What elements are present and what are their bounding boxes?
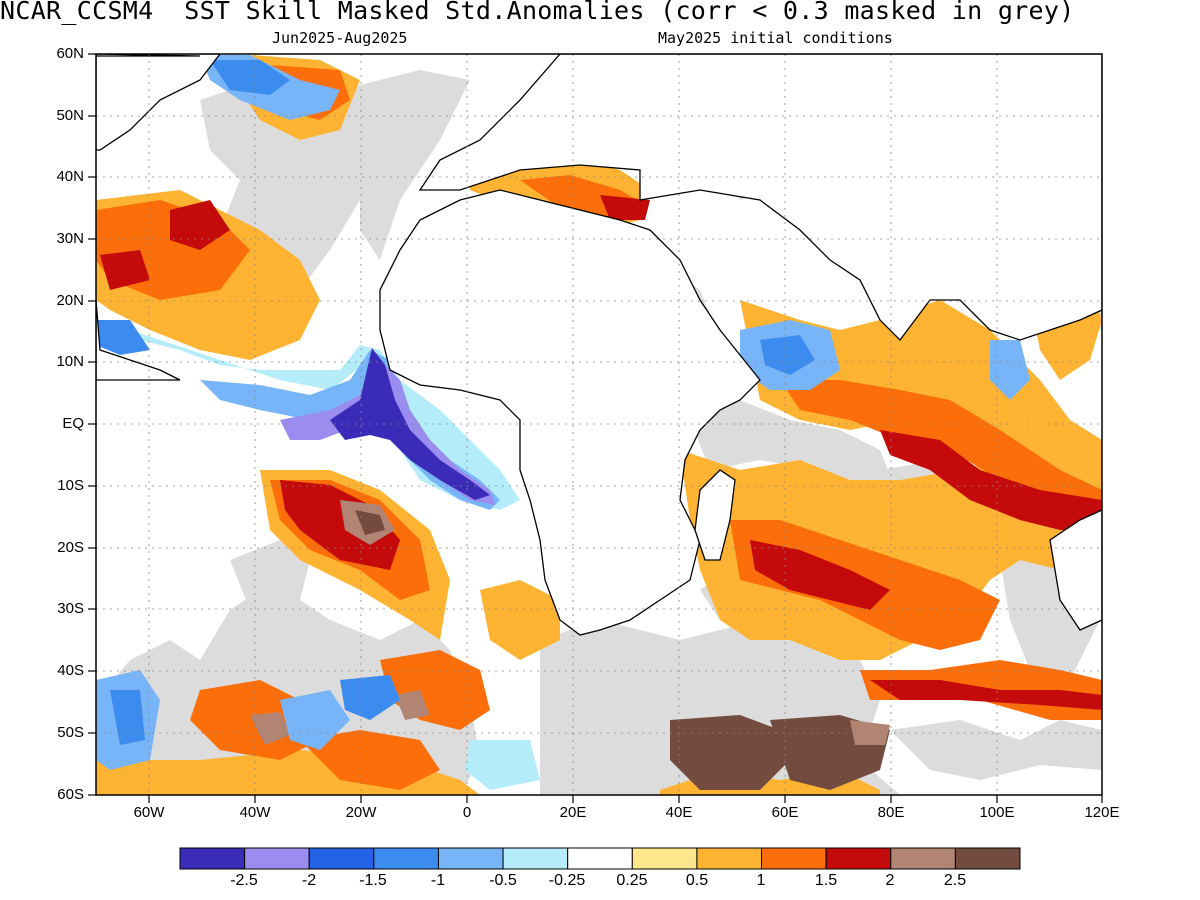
colorbar-swatch (567, 847, 633, 870)
lat-label: 10N (56, 353, 84, 370)
colorbar-swatch (179, 847, 246, 870)
initial-conditions: May2025 initial conditions (658, 29, 893, 47)
forecast-period: Jun2025-Aug2025 (272, 29, 408, 47)
lat-label: 20S (57, 539, 84, 556)
lon-label: 80E (877, 804, 905, 821)
colorbar-swatch (631, 847, 698, 870)
colorbar-label: -1.5 (359, 872, 387, 889)
colorbar-swatch (502, 847, 569, 870)
colorbar-label: 0.25 (616, 872, 648, 889)
colorbar-label: 1.5 (814, 872, 838, 889)
lat-label: 50S (57, 724, 84, 741)
land-masses (96, 54, 1102, 636)
lat-label: EQ (62, 415, 84, 432)
graticule (96, 54, 1102, 795)
colorbar-swatch (373, 847, 439, 870)
lon-label: 40E (665, 804, 693, 821)
colorbar (179, 847, 1021, 870)
lat-label: 30S (57, 600, 84, 617)
colorbar-label: -0.5 (489, 872, 517, 889)
colorbar-label: 0.5 (685, 872, 709, 889)
colorbar-swatch (437, 847, 504, 870)
lat-label: 40S (57, 662, 84, 679)
lat-label: 40N (56, 168, 84, 185)
axis-ticks (88, 53, 1103, 803)
colorbar-label: 1 (756, 872, 766, 889)
colorbar-label: -2 (301, 872, 317, 889)
lon-label: 20W (345, 804, 377, 821)
colorbar-label: -1 (430, 872, 446, 889)
colorbar-swatch (244, 847, 310, 870)
colorbar-swatch (954, 847, 1021, 870)
lat-label: 60N (56, 45, 84, 62)
map-title: NCAR_CCSM4 SST Skill Masked Std.Anomalie… (0, 0, 1075, 25)
colorbar-swatch (696, 847, 763, 870)
colorbar-swatch (890, 847, 956, 870)
colorbar-swatch (308, 847, 375, 870)
lon-label: 0 (462, 804, 472, 821)
lat-label: 20N (56, 292, 84, 309)
lon-label: 100E (979, 804, 1015, 821)
cool-anomalies (96, 55, 1030, 790)
colorbar-swatch (761, 847, 827, 870)
lon-label: 60E (771, 804, 799, 821)
lat-label: 10S (57, 477, 84, 494)
lon-label: 20E (559, 804, 587, 821)
lon-label: 120E (1084, 804, 1120, 821)
colorbar-label: 2.5 (943, 872, 967, 889)
lat-label: 50N (56, 107, 84, 124)
lon-label: 60W (133, 804, 165, 821)
lat-label: 30N (56, 230, 84, 247)
colorbar-label: -2.5 (230, 872, 258, 889)
extreme-warm-patches (670, 715, 890, 790)
lat-label: 60S (57, 786, 84, 803)
lon-label: 40W (239, 804, 271, 821)
colorbar-label: 2 (885, 872, 895, 889)
colorbar-label: -0.25 (548, 872, 586, 889)
colorbar-swatch (825, 847, 892, 870)
